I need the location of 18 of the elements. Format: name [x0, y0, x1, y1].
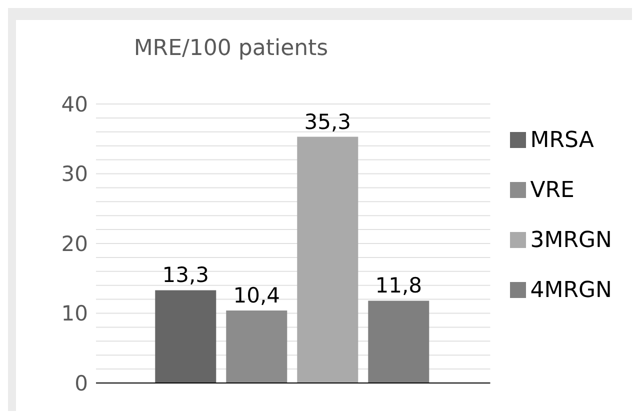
y-tick-label: 30 — [61, 162, 88, 186]
y-tick-label: 0 — [74, 371, 88, 396]
legend-label: MRSA — [530, 128, 594, 152]
legend-label: 3MRGN — [530, 228, 612, 252]
chart-title: MRE/100 patients — [132, 36, 330, 61]
data-label: 13,3 — [162, 263, 210, 288]
bar — [226, 310, 288, 383]
data-label: 11,8 — [375, 274, 422, 298]
bar — [155, 290, 216, 383]
y-tick-label: 10 — [61, 302, 88, 326]
bar — [297, 136, 358, 383]
y-tick-label: 40 — [61, 92, 88, 116]
data-label: 10,4 — [233, 283, 280, 308]
y-tick-label: 20 — [61, 232, 88, 256]
bar — [368, 300, 430, 383]
legend-label: 4MRGN — [530, 278, 612, 302]
data-label: 35,3 — [304, 110, 352, 134]
legend-label: VRE — [530, 178, 574, 202]
